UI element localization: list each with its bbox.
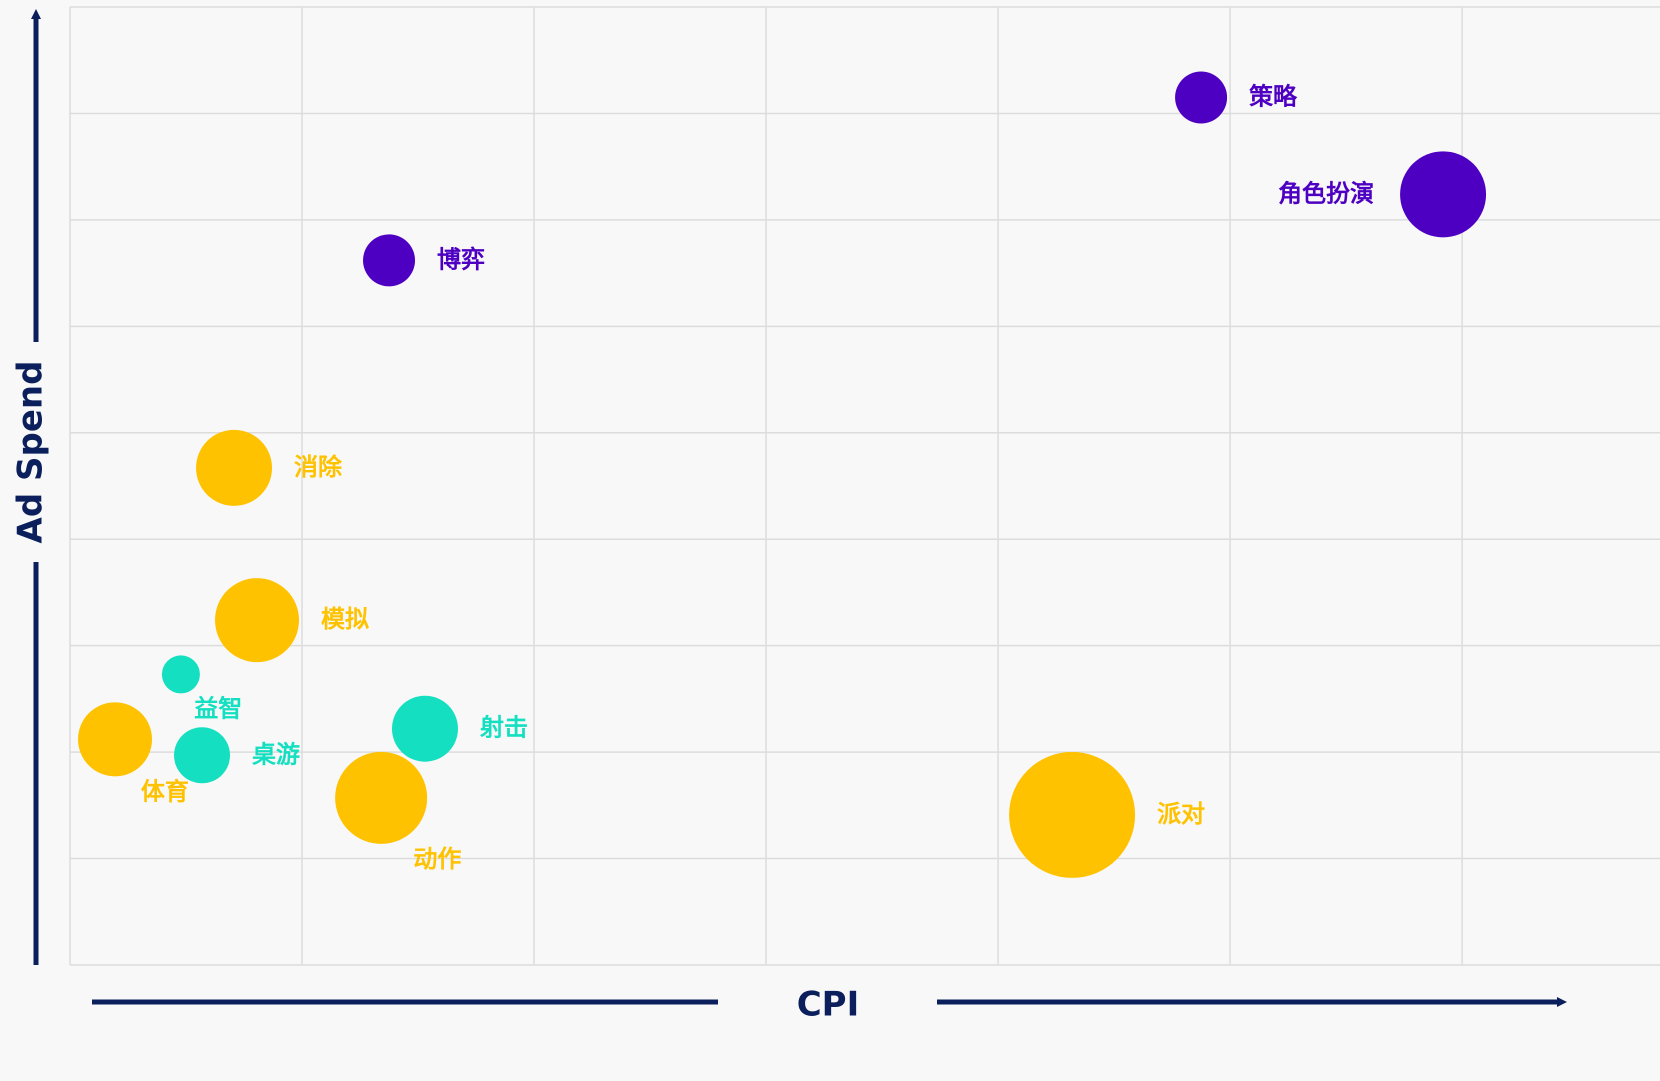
bubble bbox=[174, 727, 231, 784]
x-axis-label: CPI bbox=[797, 985, 860, 1025]
data-label: 桌游 bbox=[252, 740, 300, 768]
data-label: 射击 bbox=[479, 714, 528, 742]
data-label: 策略 bbox=[1249, 82, 1298, 110]
grid bbox=[69, 6, 1660, 966]
data-label: 模拟 bbox=[321, 605, 369, 633]
bubble bbox=[335, 751, 428, 844]
data-label: 体育 bbox=[141, 777, 189, 805]
bubble bbox=[78, 702, 153, 777]
y-axis-label: Ad Spend bbox=[11, 361, 51, 544]
data-label: 派对 bbox=[1157, 800, 1205, 828]
data-label: 消除 bbox=[294, 453, 343, 481]
data-label: 动作 bbox=[413, 845, 461, 873]
bubble bbox=[196, 429, 273, 506]
bubble bbox=[1400, 151, 1487, 238]
bubble bbox=[215, 578, 300, 663]
data-label: 博弈 bbox=[437, 245, 485, 273]
bubble bbox=[1175, 71, 1228, 124]
bubble bbox=[161, 655, 200, 694]
data-label: 角色扮演 bbox=[1278, 179, 1374, 207]
bubble bbox=[363, 234, 416, 287]
bubble bbox=[391, 695, 458, 762]
data-label: 益智 bbox=[194, 694, 242, 722]
bubble bbox=[1009, 751, 1136, 878]
